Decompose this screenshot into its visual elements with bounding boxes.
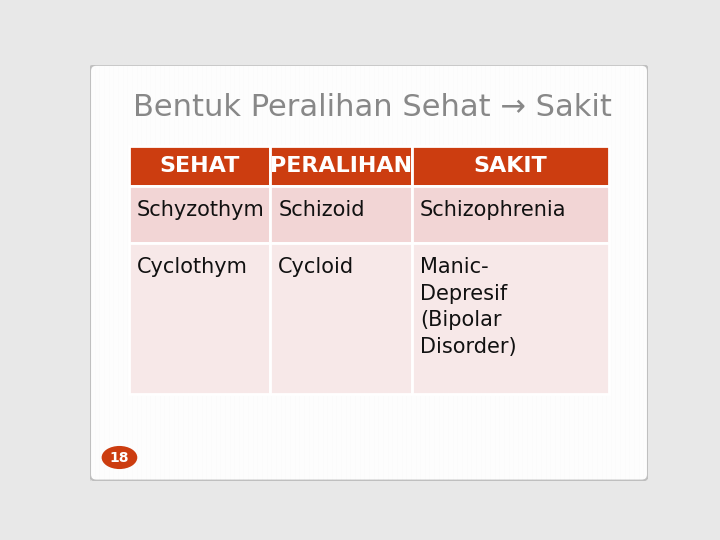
Bar — [413, 244, 609, 394]
Text: SAKIT: SAKIT — [474, 156, 548, 176]
Text: SEHAT: SEHAT — [159, 156, 240, 176]
Text: Cycloid: Cycloid — [278, 257, 354, 278]
Text: Cyclothym: Cyclothym — [137, 257, 248, 278]
Bar — [129, 186, 271, 244]
Text: Manic-
Depresif
(Bipolar
Disorder): Manic- Depresif (Bipolar Disorder) — [420, 257, 517, 356]
Text: Schizophrenia: Schizophrenia — [420, 200, 567, 220]
Ellipse shape — [102, 446, 138, 469]
Bar — [129, 146, 271, 186]
Bar — [413, 186, 609, 244]
Bar — [413, 146, 609, 186]
Bar — [271, 146, 413, 186]
Text: Schyzothym: Schyzothym — [137, 200, 264, 220]
Text: Schizoid: Schizoid — [278, 200, 365, 220]
Bar — [271, 186, 413, 244]
FancyBboxPatch shape — [90, 65, 648, 481]
Text: Bentuk Peralihan Sehat → Sakit: Bentuk Peralihan Sehat → Sakit — [132, 93, 611, 122]
Bar — [129, 244, 271, 394]
Bar — [271, 244, 413, 394]
Text: PERALIHAN: PERALIHAN — [270, 156, 413, 176]
Text: 18: 18 — [109, 450, 129, 464]
